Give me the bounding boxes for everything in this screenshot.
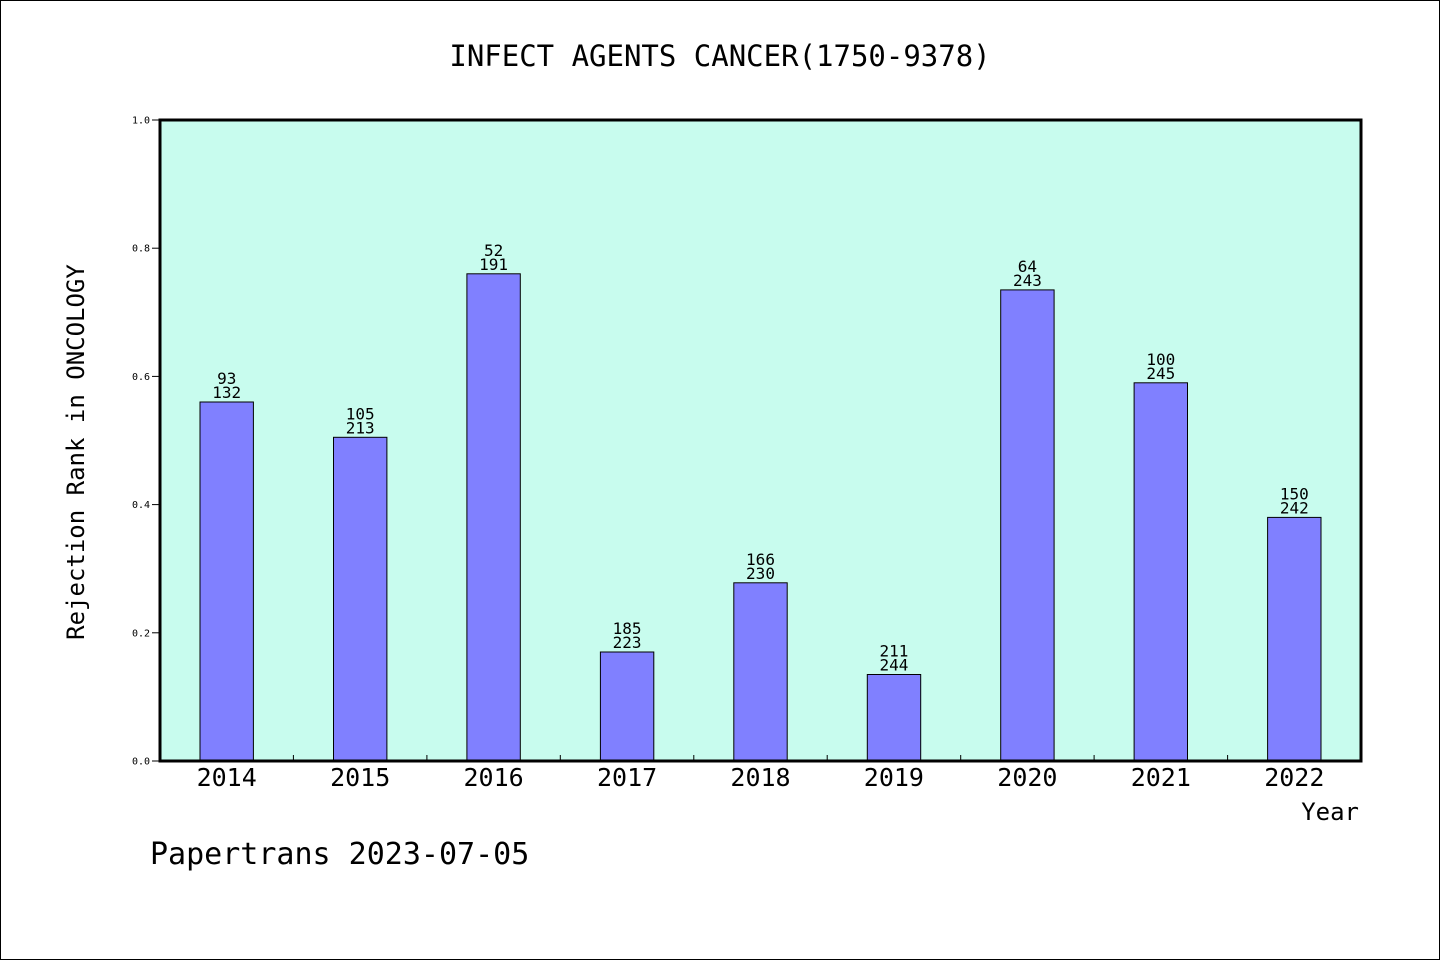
bar-label-bottom-2014: 132 — [212, 383, 241, 402]
x-axis: 2014 2015 2016 2017 2018 2019 2020 2021 2022 — [197, 755, 1324, 792]
bar-label-top-2016: 52 — [484, 241, 503, 260]
bar-label-bottom-2019: 244 — [879, 656, 908, 675]
y-tick-label: 0.8 — [132, 244, 150, 255]
bar-label-top-2021: 100 — [1146, 350, 1175, 369]
x-tick-label-2014: 2014 — [197, 763, 257, 792]
bar-label-bottom-2018: 230 — [746, 564, 775, 583]
bar-label-bottom-2016: 191 — [479, 255, 508, 274]
footer-watermark: Papertrans 2023-07-05 — [150, 837, 529, 872]
bar-label-top-2014: 93 — [217, 369, 236, 388]
y-tick-label: 0.6 — [132, 372, 150, 383]
x-tick-label-2019: 2019 — [864, 763, 924, 792]
bar-2015 — [333, 436, 388, 762]
y-tick-label: 1.0 — [132, 116, 150, 127]
bar-2019 — [866, 674, 922, 762]
y-tick-label: 0.4 — [132, 500, 150, 511]
bar-label-top-2022: 150 — [1280, 484, 1309, 503]
bar-label-top-2015: 105 — [346, 404, 375, 423]
bar-label-top-2019: 211 — [879, 642, 908, 661]
y-tick-label: 0.0 — [132, 757, 150, 768]
bar-2017 — [599, 651, 655, 762]
x-tick-label-2022: 2022 — [1264, 763, 1324, 792]
bar-label-top-2017: 185 — [613, 619, 642, 638]
x-tick-label-2016: 2016 — [463, 763, 523, 792]
y-axis-label: Rejection Rank in ONCOLOGY — [62, 264, 90, 640]
bar-label-bottom-2022: 242 — [1280, 498, 1309, 517]
bar-2021 — [1133, 382, 1188, 762]
bar-2020 — [1000, 289, 1055, 762]
y-tick-label: 0.2 — [132, 628, 150, 639]
bars-layer — [199, 273, 1322, 762]
bar-label-bottom-2015: 213 — [346, 418, 375, 437]
chart-title: INFECT AGENTS CANCER(1750-9378) — [449, 39, 990, 73]
bar-2018 — [733, 582, 788, 762]
bar-label-top-2020: 64 — [1018, 257, 1037, 276]
x-axis-label: Year — [1301, 798, 1359, 826]
bar-2014 — [199, 401, 254, 762]
bar-label-bottom-2017: 223 — [613, 633, 642, 652]
x-tick-label-2015: 2015 — [330, 763, 390, 792]
x-tick-label-2018: 2018 — [730, 763, 790, 792]
bar-2016 — [466, 273, 521, 762]
bar-label-bottom-2020: 243 — [1013, 271, 1042, 290]
x-tick-label-2017: 2017 — [597, 763, 657, 792]
bar-label-top-2018: 166 — [746, 550, 775, 569]
plot-border — [158, 118, 1363, 763]
y-axis: 0.0 0.2 0.4 0.6 0.8 1.0 — [132, 116, 160, 768]
bar-label-bottom-2021: 245 — [1146, 364, 1175, 383]
bar-2022 — [1267, 516, 1322, 762]
x-tick-label-2020: 2020 — [997, 763, 1057, 792]
x-tick-label-2021: 2021 — [1131, 763, 1191, 792]
